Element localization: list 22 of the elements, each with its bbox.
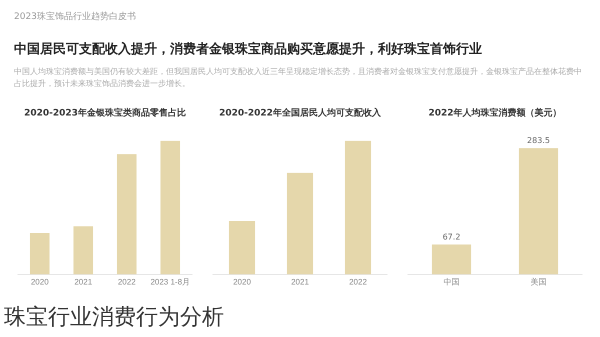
bar <box>73 226 94 274</box>
x-tick-label: 美国 <box>530 277 546 286</box>
data-label: 67.2 <box>442 232 460 242</box>
text: 2023珠宝饰品行业趋势白皮书 <box>14 10 136 23</box>
x-tick-label: 中国 <box>444 277 460 286</box>
text: 中国居民可支配收入提升，消费者金银珠宝商品购买意愿提升，利好珠宝首饰行业 <box>14 40 483 58</box>
text: 珠宝行业消费行为分析 <box>4 304 224 332</box>
x-tick-label: 2020 <box>233 277 252 286</box>
text: 中国人均珠宝消费额与美国仍有较大差距，但我国居民人均可支配收入近三年呈现稳定增长态势，且消费者对金银珠宝支付意愿提升，金银珠宝产品在整体花费中占比提升，预计未来珠宝饰品消费会进一步增长。 <box>14 66 583 90</box>
x-tick-label: 2020 <box>30 277 50 286</box>
data-label: 283.5 <box>527 136 550 146</box>
x-tick-label: 2022 <box>118 277 136 286</box>
chart-title: 2020-2023年金银珠宝类商品零售占比 <box>24 108 186 119</box>
x-tick-label: 2021 <box>291 277 310 286</box>
bar <box>160 140 180 274</box>
chart-title: 2022年人均珠宝消费额（美元） <box>428 108 562 119</box>
x-tick-label: 2023 1-8月 <box>150 277 190 286</box>
bar <box>116 154 137 274</box>
x-tick-label: 2022 <box>349 277 368 286</box>
bar <box>30 232 50 274</box>
chart-title: 2020-2022年全国居民人均可支配收入 <box>219 108 382 119</box>
x-tick-label: 2021 <box>74 277 93 286</box>
